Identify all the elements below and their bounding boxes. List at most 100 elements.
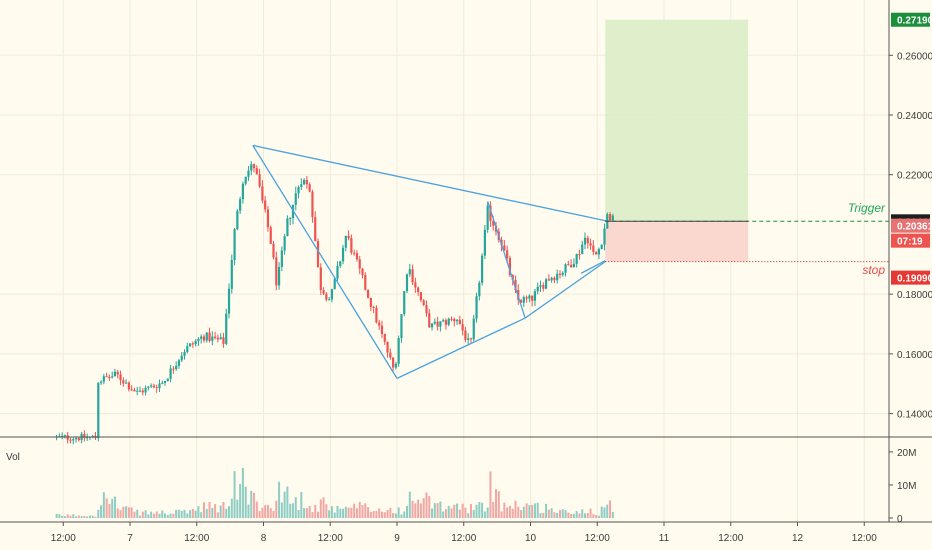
volume-bar — [111, 499, 114, 518]
candle-body — [297, 187, 300, 194]
price-tick-label: 0.22000 — [897, 171, 932, 182]
volume-bar — [72, 514, 75, 518]
candle-body — [506, 250, 509, 259]
candle-body — [508, 258, 512, 275]
candle-body — [322, 290, 325, 294]
volume-bar — [344, 506, 347, 518]
candle-body — [531, 295, 534, 301]
volume-bar — [422, 498, 425, 518]
candle-body — [428, 313, 431, 328]
volume-bar — [208, 502, 211, 518]
candle-body — [69, 439, 72, 441]
volume-bar — [350, 507, 353, 518]
volume-bar — [431, 508, 434, 518]
candle-body — [183, 352, 186, 356]
candle-body — [188, 343, 192, 347]
candle-body — [305, 179, 308, 185]
volume-bar — [314, 504, 317, 518]
volume-bar — [528, 505, 531, 518]
candle-body — [208, 332, 211, 341]
candle-body — [522, 297, 525, 303]
volume-bar — [581, 509, 584, 518]
pattern-line — [524, 261, 606, 319]
candle-body — [325, 293, 328, 300]
volume-bar — [367, 507, 370, 518]
candle-body — [180, 355, 183, 361]
volume-bar — [83, 515, 86, 518]
volume-bar — [508, 505, 511, 518]
volume-bar — [584, 513, 587, 518]
time-tick-label: 12:00 — [585, 533, 610, 544]
candle-body — [539, 285, 542, 287]
candle-body — [581, 244, 584, 255]
volume-bar — [136, 509, 139, 518]
volume-bar — [536, 502, 539, 518]
candle-body — [119, 374, 122, 381]
candle-body — [447, 318, 450, 325]
candle-body — [519, 299, 523, 303]
trigger-annotation: Trigger — [848, 201, 886, 215]
volume-bar — [450, 508, 453, 518]
candle-body — [227, 288, 231, 314]
candle-body — [258, 174, 261, 187]
candle-body — [319, 267, 322, 291]
candle-body — [486, 205, 489, 230]
candle-body — [405, 274, 409, 292]
volume-bar — [408, 491, 411, 518]
candle-body — [414, 282, 417, 288]
candle-body — [108, 376, 111, 378]
volume-bar — [291, 503, 294, 518]
volume-bar — [553, 512, 556, 518]
volume-bar — [428, 496, 431, 518]
price-tick-label: 0.26000 — [897, 51, 932, 62]
volume-bar — [58, 514, 61, 518]
candle-body — [489, 205, 492, 221]
candle-body — [116, 371, 119, 375]
candle-body — [216, 337, 219, 340]
candle-body — [358, 259, 361, 269]
candle-body — [467, 338, 470, 340]
volume-bar — [383, 512, 386, 518]
candle-body — [394, 363, 397, 368]
candle-body — [136, 390, 139, 392]
candle-body — [550, 277, 553, 281]
stop-price-tag-label: 0.19090 — [897, 274, 932, 285]
candle-body — [172, 368, 175, 370]
candle-body — [122, 380, 125, 384]
volume-bar — [141, 511, 144, 518]
candle-body — [611, 215, 614, 221]
candle-body — [233, 229, 236, 260]
volume-bar — [572, 513, 575, 518]
candle-body — [453, 318, 456, 322]
candle-body — [408, 269, 411, 275]
volume-bar — [133, 511, 136, 518]
volume-bar — [353, 503, 356, 518]
volume-bar — [495, 489, 498, 518]
candle-body — [603, 228, 606, 245]
volume-bar — [400, 514, 403, 518]
volume-bar — [303, 508, 306, 518]
volume-bar — [472, 509, 475, 518]
volume-bar — [570, 514, 573, 518]
pattern-line — [396, 317, 526, 379]
candle-body — [492, 220, 495, 226]
volume-bar — [542, 512, 545, 518]
level-lines — [605, 220, 889, 263]
volume-bar — [297, 510, 300, 518]
volume-bar — [261, 507, 264, 518]
volume-bar — [278, 481, 281, 518]
candle-body — [214, 336, 217, 338]
candle-body — [458, 319, 461, 325]
volume-bar — [127, 507, 130, 518]
candle-body — [102, 376, 105, 382]
volume-bar — [166, 514, 169, 518]
volume-bar — [233, 471, 236, 518]
volume-bar — [202, 502, 205, 518]
candle-body — [197, 338, 200, 342]
candle-body — [241, 183, 245, 200]
volume-bar — [205, 508, 208, 518]
volume-bar — [380, 511, 383, 518]
candle-body — [339, 261, 342, 266]
candle-body — [378, 322, 381, 326]
volume-bar — [456, 503, 459, 518]
